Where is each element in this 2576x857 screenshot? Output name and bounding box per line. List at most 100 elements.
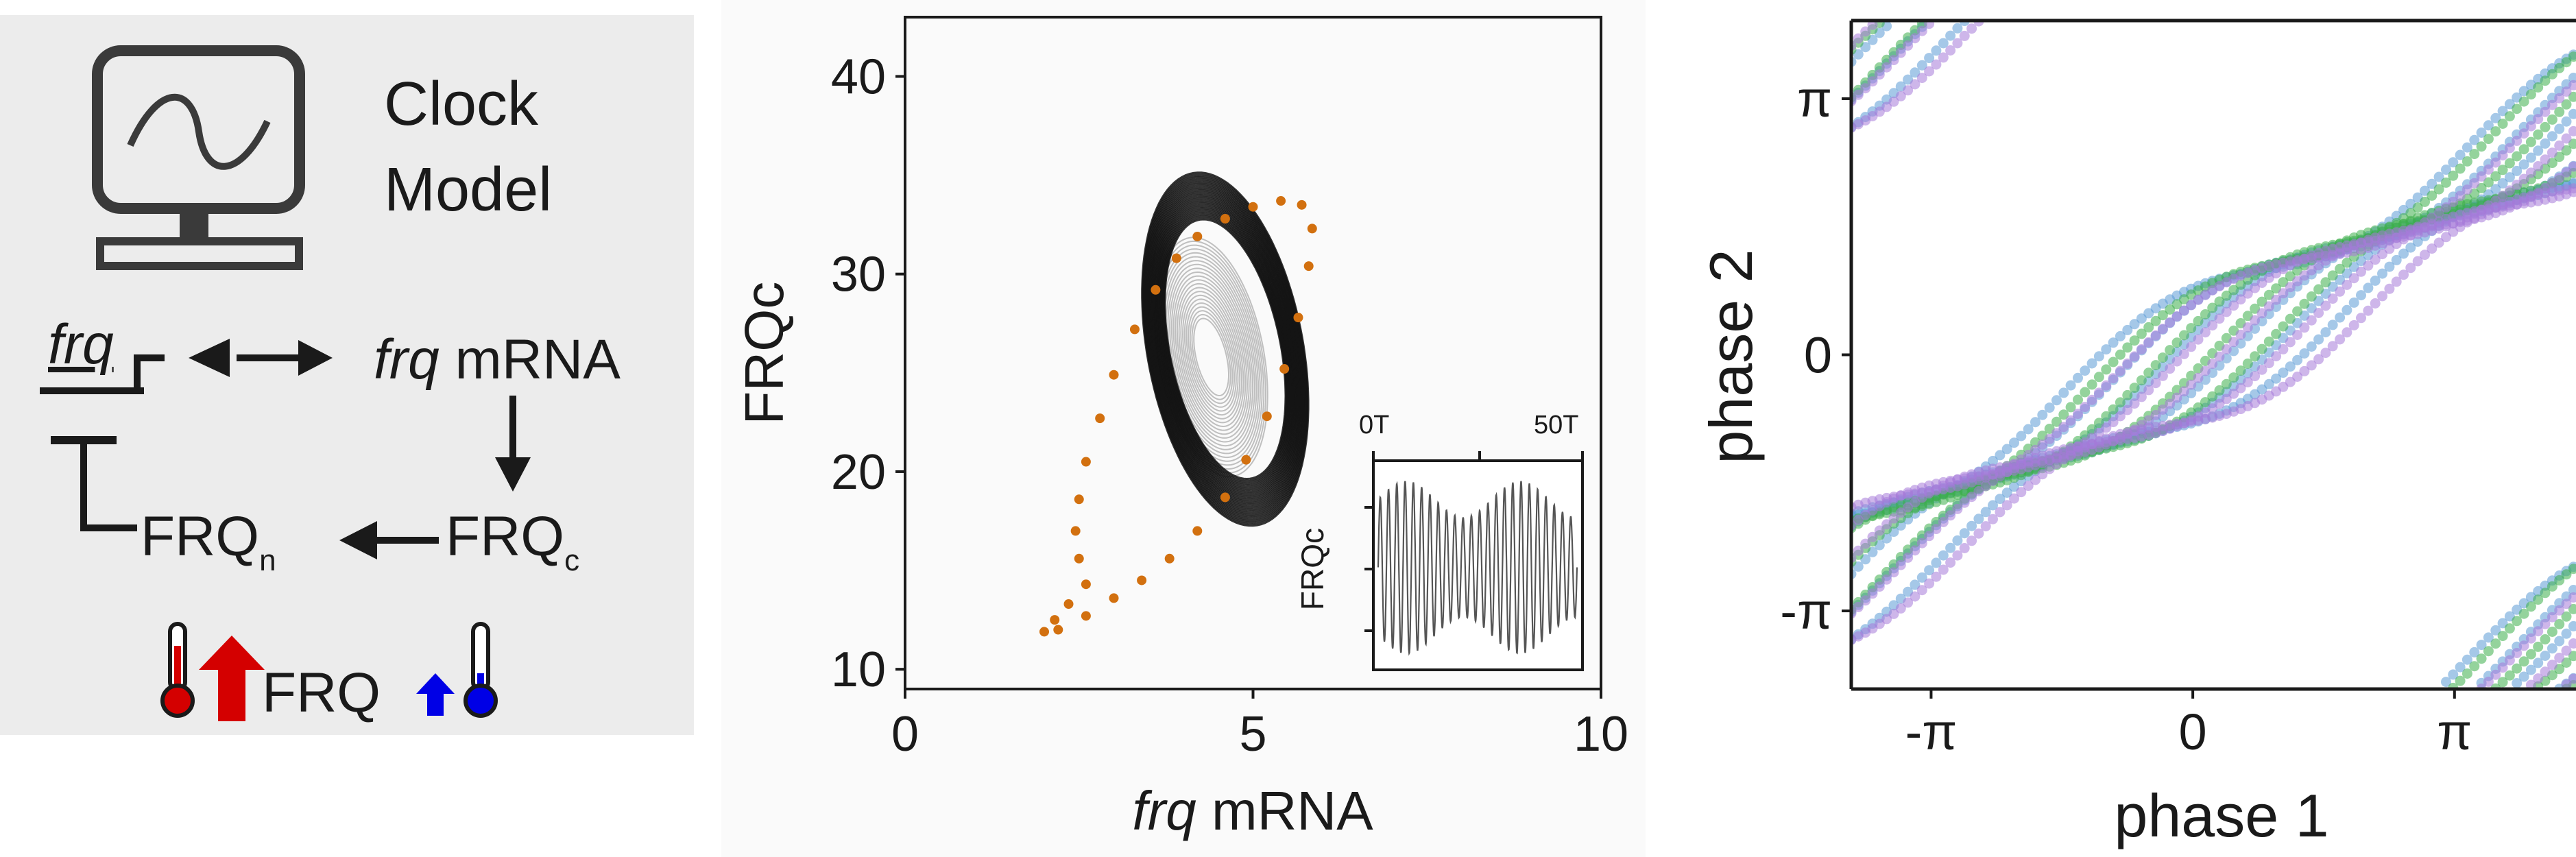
phase-map-point: [2299, 270, 2310, 281]
phase-map-point: [2143, 385, 2154, 396]
phase-map-point: [2512, 180, 2523, 191]
phase-map-point: [2540, 588, 2551, 599]
phase-map-point: [2101, 344, 2112, 355]
phase-map-point: [1924, 578, 1935, 589]
inset-y-label: FRQc: [1295, 528, 1330, 610]
mrna-suffix: mRNA: [439, 328, 621, 391]
phase-map-point: [1910, 579, 1921, 590]
phase-map-point: [1966, 492, 1977, 503]
phase-map-point: [2561, 133, 2572, 144]
phase-map-point: [2504, 158, 2515, 169]
phase-map-point: [2483, 134, 2494, 145]
phase-map-point: [2384, 261, 2395, 272]
phase-map-point: [2512, 678, 2523, 688]
phase-map-point: [1895, 507, 1906, 518]
frqc-label: FRQc: [446, 509, 579, 576]
phase-map-point: [2547, 660, 2557, 671]
phase-map-point: [2327, 293, 2338, 304]
phase-map-point: [2306, 341, 2317, 352]
phase-map-point: [2525, 633, 2536, 644]
phase-map-point: [2342, 257, 2352, 268]
phase-map-point: [2051, 428, 2062, 439]
phase-map-point: [2433, 171, 2444, 182]
phase-map-point: [2186, 341, 2197, 352]
highlight-point: [1137, 575, 1147, 586]
phase-map-point: [2512, 616, 2523, 627]
phase-map-point: [2292, 354, 2303, 365]
phase-map-point: [2348, 273, 2359, 284]
phase-map-point: [2497, 662, 2508, 673]
phase-map-point: [2009, 481, 2019, 492]
phase-map-point: [2554, 653, 2565, 663]
phase-map-point: [2547, 99, 2557, 110]
highlight-point: [1293, 313, 1303, 323]
phase-map-point: [2108, 404, 2119, 415]
phase-map-point: [2497, 631, 2508, 642]
phase-map-point: [1853, 89, 1864, 100]
highlight-point: [1241, 455, 1251, 465]
phase-map-point: [2065, 402, 2076, 413]
highlight-point: [1095, 413, 1105, 424]
phase-map-point: [1867, 531, 1878, 542]
phase-map-point: [2200, 309, 2211, 319]
phase-map-point: [1916, 25, 1927, 36]
phase-map-point: [2150, 410, 2161, 420]
phase-map-point: [2497, 677, 2508, 688]
phase-map-point: [2086, 394, 2097, 405]
phase-map-point: [2405, 242, 2416, 253]
phase-map-point: [2512, 165, 2523, 176]
phase-map-point: [2525, 649, 2536, 660]
phase-map-point: [2540, 618, 2551, 629]
phase-map-point: [2143, 322, 2154, 333]
phase-map-point: [2178, 330, 2189, 341]
phase-map-point: [2561, 569, 2572, 580]
phase-map-point: [2313, 354, 2324, 365]
inset-timeseries: [1364, 451, 1584, 656]
phase-map-point: [2313, 308, 2324, 318]
phase-map-point: [2235, 294, 2246, 305]
x-axis-label-suffix: mRNA: [1196, 780, 1373, 841]
highlight-point: [1303, 261, 1314, 271]
phase-map-point: [2356, 313, 2366, 324]
phase-map-point: [1924, 531, 1935, 542]
x-tick-label: 0: [891, 707, 919, 762]
phase-map-x-label: phase 1: [2114, 782, 2328, 849]
phase-map-point: [2037, 439, 2048, 450]
phase-map-point: [1980, 521, 1991, 532]
phase-map-point: [1860, 26, 1871, 37]
phase-map-point: [1938, 38, 1949, 49]
phase-map-point: [2186, 300, 2197, 311]
phase-map-point: [2377, 291, 2387, 302]
phase-map-point: [2412, 202, 2423, 213]
phase-map-point: [2448, 196, 2459, 207]
phase-map-point: [2490, 625, 2501, 636]
phase-map-point: [2554, 605, 2565, 616]
frqn-base: FRQ: [141, 505, 260, 568]
phase-map-point: [2547, 612, 2557, 623]
phase-map-point: [2278, 288, 2289, 299]
phase-map-point: [2540, 666, 2551, 677]
phase-map-point: [2101, 364, 2112, 375]
dark-trajectories: [1141, 171, 1310, 527]
phase-map-point: [2250, 282, 2261, 293]
phase-map-point: [1924, 565, 1935, 576]
highlight-point: [1262, 411, 1272, 422]
phase-map-point: [2044, 433, 2055, 444]
phase-map-point: [2461, 184, 2472, 195]
phase-map-point: [2221, 378, 2232, 389]
phase-map-point: [2547, 69, 2557, 80]
phase-map-point: [2165, 398, 2176, 409]
phase-map-point: [2335, 334, 2346, 345]
frqc-sub: c: [564, 544, 580, 577]
phase-map-point: [2143, 415, 2154, 426]
phase-map-point: [1903, 85, 1914, 96]
phase-map-point: [2129, 319, 2140, 330]
phase-map-point: [2554, 636, 2565, 647]
phase-map-point: [1881, 614, 1892, 625]
phase-map-point: [2497, 178, 2508, 189]
light-trajectory-loop: [1193, 317, 1229, 397]
phase-map-point: [2320, 327, 2331, 338]
phase-map-point: [1945, 45, 1956, 56]
phase-map-point: [2285, 337, 2296, 348]
phase-map-point: [2476, 128, 2487, 138]
